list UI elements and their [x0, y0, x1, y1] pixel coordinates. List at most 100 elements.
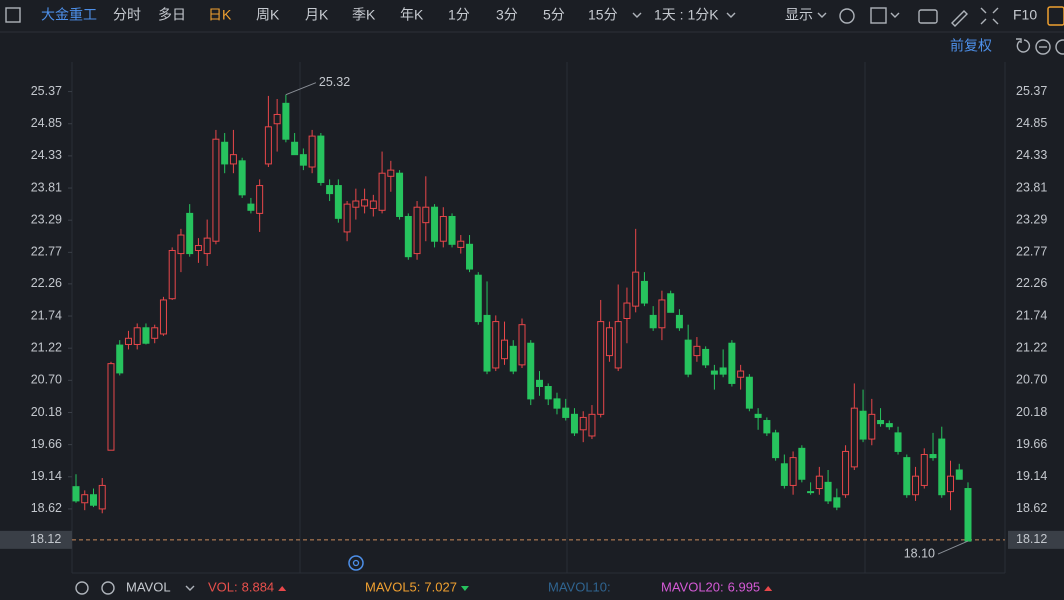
stock-name[interactable]: 大金重工: [41, 7, 97, 23]
indicator-caret[interactable]: [185, 585, 195, 591]
candle-body: [133, 327, 141, 345]
display-caret[interactable]: [817, 12, 827, 18]
zoom-out-icon[interactable]: [1035, 39, 1051, 55]
side-tab[interactable]: [1047, 6, 1064, 26]
candle-body: [772, 432, 780, 459]
candle-body: [640, 280, 648, 304]
indicator-arrow: [460, 586, 469, 591]
y-tick-label-right: 21.74: [1016, 308, 1047, 322]
candle-body: [194, 245, 202, 251]
candle-body: [894, 432, 902, 452]
draw-icon[interactable]: [951, 10, 968, 27]
y-tick-label: 22.26: [31, 276, 62, 290]
y-tick-label-right: 19.14: [1016, 469, 1047, 483]
y-tick-label: 21.22: [31, 340, 62, 354]
y-tick-label: 18.62: [31, 501, 62, 515]
candle-body: [317, 135, 325, 183]
period-tab[interactable]: 月K: [305, 7, 329, 23]
candle-body: [98, 484, 106, 510]
candle-body: [413, 206, 421, 255]
fullscreen-icon[interactable]: [980, 7, 999, 25]
candle-body: [422, 206, 430, 224]
low-pointer: [937, 540, 969, 555]
candle-body: [964, 488, 972, 542]
candle-body: [431, 206, 439, 242]
y-tick-label: 19.66: [31, 437, 62, 451]
period-tab[interactable]: 3分: [496, 7, 518, 23]
candle-body: [352, 200, 360, 208]
y-tick-label: 23.81: [31, 180, 62, 194]
adjust-mode[interactable]: 前复权: [950, 38, 992, 54]
event-icon[interactable]: [348, 555, 364, 571]
indicator-label: VOL:: [208, 579, 238, 594]
y-tick-label-right: 20.18: [1016, 405, 1047, 419]
candle-body: [597, 321, 605, 415]
period-tab[interactable]: 1分: [448, 7, 470, 23]
candle-body: [238, 160, 246, 196]
y-tick-label-right: 24.85: [1016, 116, 1047, 130]
period-tab[interactable]: 日K: [208, 7, 232, 23]
candle-body: [877, 420, 885, 425]
candle-body: [212, 138, 220, 242]
camera-icon[interactable]: [918, 9, 938, 24]
candle-body: [448, 215, 456, 245]
indicator-value: 8.884: [242, 579, 275, 594]
candle-body: [492, 321, 500, 369]
candle-body: [780, 463, 788, 486]
candle-body: [107, 363, 115, 451]
display-menu[interactable]: 显示: [785, 7, 813, 23]
indicator-arrow: [764, 586, 773, 591]
candle-body: [177, 234, 185, 255]
y-tick-label-right: 21.22: [1016, 340, 1047, 354]
period-tab[interactable]: 季K: [352, 7, 376, 23]
candle-body: [947, 475, 955, 493]
candle-body: [387, 169, 395, 177]
candle-body: [396, 172, 404, 217]
y-tick-label-right: 22.77: [1016, 245, 1047, 259]
y-tick-label: 24.85: [31, 116, 62, 130]
undo-icon[interactable]: [1016, 38, 1030, 53]
indicator-name[interactable]: MAVOL: [126, 579, 171, 594]
candle-body: [605, 327, 613, 357]
candle-body: [824, 481, 832, 502]
indicator-settings[interactable]: [75, 581, 89, 595]
period-tab[interactable]: 分时: [113, 7, 141, 23]
y-tick-label: 21.74: [31, 308, 62, 322]
low-label: 18.10: [904, 546, 935, 560]
candle-body: [151, 327, 159, 339]
candle-body: [754, 413, 762, 418]
candle-body: [264, 126, 272, 165]
candle-body: [868, 413, 876, 440]
more-caret[interactable]: [632, 12, 642, 18]
candle-body: [343, 203, 351, 233]
period-tab[interactable]: 5分: [543, 7, 565, 23]
y-tick-label-right: 18.62: [1016, 501, 1047, 515]
settings-icon[interactable]: [839, 8, 855, 24]
candle-body: [221, 141, 229, 165]
box-caret[interactable]: [890, 12, 900, 18]
zoom-in-icon[interactable]: [1055, 39, 1064, 55]
box-icon[interactable]: [870, 7, 887, 24]
candle-body: [807, 491, 815, 494]
candle-body: [527, 342, 535, 400]
indicator-close[interactable]: [101, 581, 115, 595]
period-caret[interactable]: [726, 12, 736, 18]
candle-body: [675, 314, 683, 329]
sidebar-toggle[interactable]: [5, 7, 21, 23]
candle-body: [745, 376, 753, 409]
y-tick-label: 20.70: [31, 373, 62, 387]
candle-body: [658, 299, 666, 329]
f10-button[interactable]: F10: [1013, 7, 1037, 23]
candle-body: [710, 370, 718, 375]
period-tab[interactable]: 15分: [588, 7, 618, 23]
indicator-value: 7.027: [424, 579, 457, 594]
candle-body: [815, 475, 823, 490]
period-tab[interactable]: 周K: [256, 7, 280, 23]
period-tab[interactable]: 年K: [400, 7, 424, 23]
period-tab[interactable]: 多日: [158, 7, 186, 23]
candle-body: [737, 370, 745, 378]
candle-body: [789, 457, 797, 486]
period-select[interactable]: 1天 : 1分K: [654, 7, 719, 23]
